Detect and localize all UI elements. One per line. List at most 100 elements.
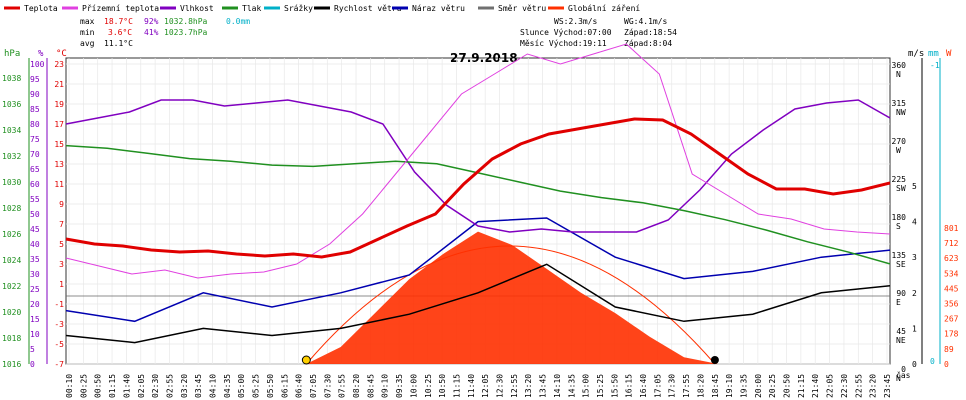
tick-x: 11:40 [467, 374, 476, 398]
tick-x: 22:30 [840, 374, 849, 398]
tick-pct: 65 [30, 165, 40, 174]
stats-press-max: 1032.8hPa [164, 17, 208, 26]
unit-w: W [946, 49, 952, 59]
info-moon: Měsíc Východ:19:11 [520, 39, 607, 48]
series-wind-speed [65, 263, 891, 344]
tick-x: 01:40 [122, 374, 131, 398]
tick-x: 12:05 [481, 374, 490, 398]
tick-pct: 80 [30, 120, 40, 129]
series-radiation [306, 231, 719, 364]
tick-pct: 25 [30, 285, 40, 294]
tick-x: 23:20 [869, 374, 878, 398]
tick-x: 07:30 [323, 374, 332, 398]
unit-pct: % [38, 49, 44, 59]
tick-x: 16:15 [625, 374, 634, 398]
tick-x: 19:10 [725, 374, 734, 398]
tick-x: 10:50 [438, 374, 447, 398]
legend-item: Rychlost větru [334, 4, 402, 13]
tick-dir-label: NW [896, 108, 906, 117]
tick-x: 00:10 [65, 374, 74, 398]
tick-dir: 180 [892, 213, 907, 222]
stats-temp-avg: 11.1°C [104, 39, 133, 48]
series-ground-temp [65, 43, 891, 279]
tick-x: 02:05 [137, 374, 146, 398]
tick-pct: 0 [30, 360, 35, 369]
tick-x: 04:10 [209, 374, 218, 398]
tick-x: 09:10 [381, 374, 390, 398]
tick-x: 14:10 [553, 374, 562, 398]
tick-x: 00:25 [79, 374, 88, 398]
tick-x: 21:15 [797, 374, 806, 398]
tick-x: 15:00 [582, 374, 591, 398]
tick-ms: 5 [912, 182, 917, 191]
tick-pct: 90 [30, 90, 40, 99]
tick-w: 356 [944, 300, 959, 309]
tick-ms: 1 [912, 324, 917, 333]
tick-dir: 315 [892, 99, 907, 108]
tick-dir-label: N [896, 70, 901, 79]
tick-x: 18:45 [711, 374, 720, 398]
stats-temp-min: 3.6°C [108, 28, 132, 37]
legend-item: Náraz větru [412, 4, 465, 13]
tick-c: 19 [54, 100, 64, 109]
tick-x: 13:20 [524, 374, 533, 398]
tick-pct: 40 [30, 240, 40, 249]
info-sun-set: Západ:18:54 [624, 28, 677, 37]
tick-pct: 15 [30, 315, 40, 324]
tick-x: 21:40 [811, 374, 820, 398]
tick-x: 02:30 [151, 374, 160, 398]
tick-dir: 135 [892, 251, 907, 260]
tick-c: -3 [54, 320, 64, 329]
stats-rain: 0.0mm [226, 17, 250, 26]
info-ws: WS:2.3m/s [554, 17, 598, 26]
tick-pct: 70 [30, 150, 40, 159]
tick-mm: 0 [930, 357, 935, 366]
tick-x: 00:50 [94, 374, 103, 398]
tick-w: 267 [944, 315, 959, 324]
tick-c: -1 [54, 300, 64, 309]
tick-pct: 20 [30, 300, 40, 309]
tick-c: 17 [54, 120, 64, 129]
info-sun: Slunce Východ:07:00 [520, 28, 612, 37]
tick-x: 19:35 [739, 374, 748, 398]
tick-x: 12:30 [496, 374, 505, 398]
tick-x: 22:05 [826, 374, 835, 398]
tick-c: 23 [54, 60, 64, 69]
unit-time: čas [896, 370, 911, 380]
legend-item: Vlhkost [180, 4, 214, 13]
tick-dir-label: SE [896, 260, 906, 269]
stats-hum-min: 41% [144, 28, 159, 37]
tick-dir-label: W [896, 146, 901, 155]
tick-ms: 4 [912, 218, 917, 227]
info-wg: WG:4.1m/s [624, 17, 668, 26]
tick-w: 623 [944, 254, 959, 263]
tick-hpa: 1030 [2, 178, 21, 187]
series-temperature [65, 117, 891, 259]
tick-x: 16:40 [639, 374, 648, 398]
legend-item: Přízemní teplota [82, 4, 159, 13]
unit-mm: mm [928, 49, 939, 59]
stats-min-label: min [80, 28, 95, 37]
tick-hpa: 1036 [2, 100, 21, 109]
tick-c: 15 [54, 140, 64, 149]
tick-x: 05:50 [266, 374, 275, 398]
tick-x: 06:40 [295, 374, 304, 398]
tick-w: 534 [944, 269, 959, 278]
tick-pct: 85 [30, 105, 40, 114]
tick-x: 03:45 [194, 374, 203, 398]
tick-hpa: 1020 [2, 308, 21, 317]
tick-w: 178 [944, 330, 959, 339]
stats-temp-max: 18.7°C [104, 17, 133, 26]
tick-x: 08:45 [366, 374, 375, 398]
tick-x: 17:30 [668, 374, 677, 398]
sunrise-marker [301, 355, 311, 365]
tick-x: 08:20 [352, 374, 361, 398]
stats-max-label: max [80, 17, 95, 26]
tick-pct: 10 [30, 330, 40, 339]
tick-dir-label: N [896, 374, 901, 383]
unit-ms: m/s [908, 49, 924, 59]
tick-x: 10:25 [424, 374, 433, 398]
tick-pct: 50 [30, 210, 40, 219]
stats-press-min: 1023.7hPa [164, 28, 208, 37]
tick-dir: 225 [892, 175, 907, 184]
